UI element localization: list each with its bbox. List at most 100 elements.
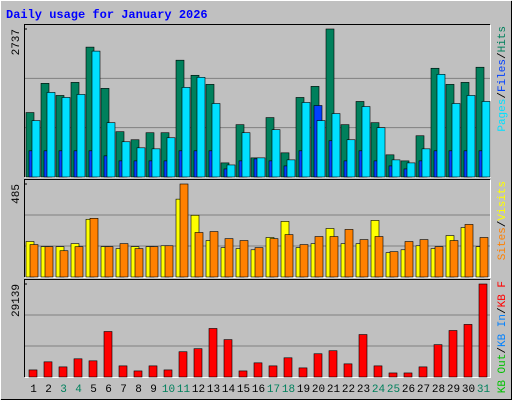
bar <box>239 240 249 278</box>
bar <box>286 159 296 178</box>
bar <box>76 94 86 178</box>
x-tick-label: 24 <box>372 384 386 396</box>
legend-entry: KB F <box>497 281 509 307</box>
bar <box>74 246 84 278</box>
bar <box>283 357 293 378</box>
bar <box>391 159 401 178</box>
legend-entry: Visits <box>497 181 509 221</box>
bar <box>193 348 203 378</box>
panel-bevel-dark <box>24 24 490 177</box>
bar <box>88 360 98 378</box>
bar <box>59 250 69 278</box>
bar <box>166 137 176 178</box>
bar <box>329 236 339 278</box>
bar <box>433 344 443 378</box>
bar <box>148 365 158 378</box>
x-tick-label: 14 <box>222 384 236 396</box>
legend-entry: KB Out <box>497 354 509 394</box>
x-tick-label: 3 <box>60 384 67 396</box>
bar <box>106 122 116 178</box>
bar <box>121 141 131 178</box>
bar <box>164 245 174 278</box>
bar <box>151 148 161 178</box>
legend-entry: Pages <box>497 99 509 132</box>
x-tick-label: 7 <box>120 384 127 396</box>
bar <box>194 232 204 278</box>
bar <box>104 246 114 278</box>
bar <box>149 246 159 278</box>
bar <box>389 251 399 278</box>
x-tick-label: 26 <box>402 384 415 396</box>
bar <box>436 74 446 178</box>
bar <box>448 330 458 378</box>
bar <box>103 331 113 378</box>
bar <box>179 183 189 278</box>
x-tick-label: 23 <box>357 384 370 396</box>
x-tick-label: 30 <box>462 384 475 396</box>
bar <box>224 238 234 278</box>
bar <box>89 218 99 278</box>
legend-separator: / <box>497 52 509 59</box>
bar <box>254 247 264 278</box>
bar <box>388 372 398 378</box>
x-tick-label: 22 <box>342 384 355 396</box>
x-tick-label: 20 <box>312 384 325 396</box>
bar <box>406 162 416 178</box>
x-tick-label: 18 <box>282 384 295 396</box>
x-tick-label: 10 <box>162 384 175 396</box>
legend-entry: Hits <box>497 26 509 52</box>
bar <box>374 236 384 278</box>
bar <box>376 127 386 178</box>
bar <box>271 129 281 178</box>
bar <box>464 224 474 278</box>
y-tick-label: 2737 <box>11 29 23 55</box>
panel-bevel-dark <box>24 279 490 377</box>
bar <box>361 106 371 178</box>
bar <box>253 362 263 378</box>
x-tick-label: 21 <box>327 384 341 396</box>
bar <box>358 334 368 378</box>
bar <box>344 229 354 278</box>
x-tick-label: 31 <box>477 384 491 396</box>
legend-separator: / <box>497 92 509 99</box>
x-tick-label: 12 <box>192 384 205 396</box>
bar <box>241 132 251 178</box>
x-tick-label: 8 <box>135 384 142 396</box>
bar <box>61 97 71 178</box>
y-tick-label: 485 <box>11 184 23 204</box>
x-tick-label: 19 <box>297 384 310 396</box>
bar <box>479 237 489 278</box>
bar <box>481 101 491 178</box>
bar <box>118 365 128 378</box>
x-tick-label: 16 <box>252 384 265 396</box>
x-tick-label: 15 <box>237 384 250 396</box>
bar <box>208 328 218 378</box>
x-tick-label: 28 <box>432 384 445 396</box>
legend-entry: KB In <box>497 314 509 347</box>
bar <box>478 283 488 378</box>
x-tick-label: 4 <box>75 384 82 396</box>
bar <box>316 120 326 178</box>
bar <box>133 370 143 378</box>
x-tick-label: 5 <box>90 384 97 396</box>
x-tick-label: 1 <box>30 384 37 396</box>
chart-title: Daily usage for January 2026 <box>6 8 208 22</box>
bar <box>298 367 308 378</box>
legend-entry: Sites <box>497 227 509 260</box>
bar <box>58 366 68 378</box>
x-tick-label: 27 <box>417 384 430 396</box>
bar <box>301 102 311 178</box>
bar <box>223 339 233 378</box>
legend: Sites/Visits <box>497 181 509 260</box>
bar <box>328 350 338 378</box>
bar <box>178 351 188 378</box>
bar <box>314 236 324 278</box>
bar <box>73 358 83 378</box>
x-tick-label: 17 <box>267 384 280 396</box>
bar <box>134 248 144 278</box>
bar <box>28 369 38 378</box>
bar <box>226 164 236 178</box>
bar <box>299 244 309 278</box>
